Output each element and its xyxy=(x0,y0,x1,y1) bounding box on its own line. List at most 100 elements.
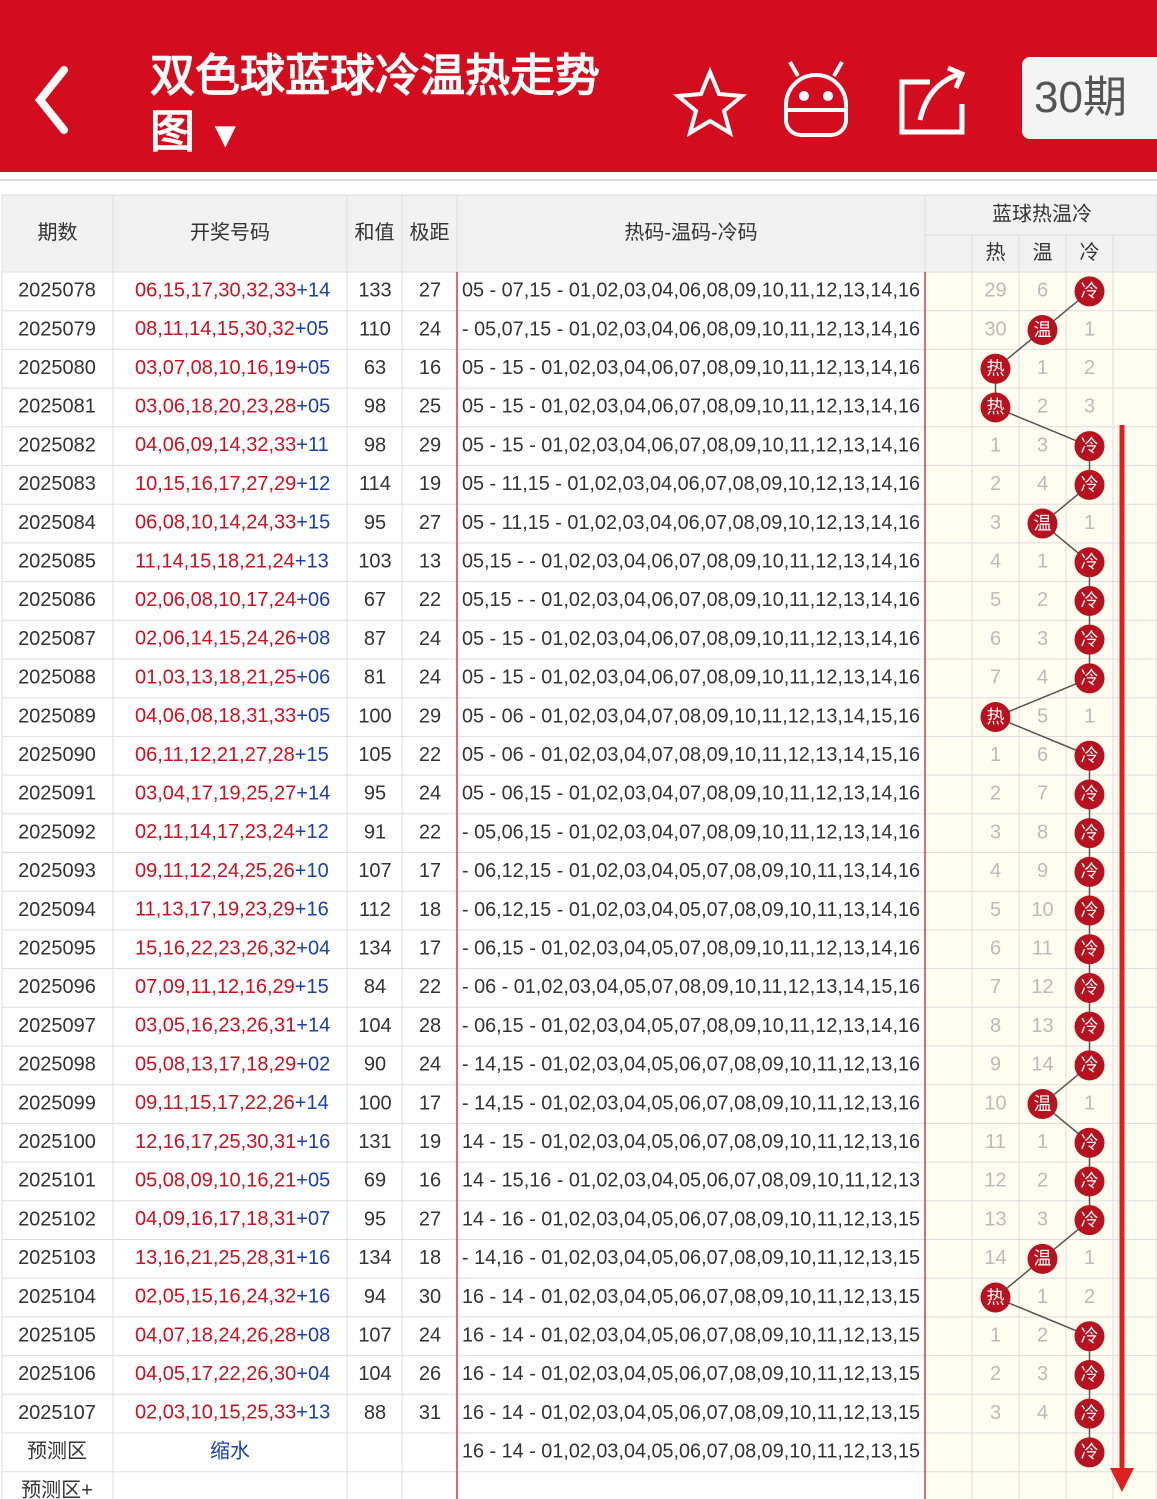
omission-count: 6 xyxy=(1037,744,1048,766)
draw-numbers: 02,03,10,15,25,33+13 xyxy=(135,1402,330,1424)
period-button[interactable]: 30期 xyxy=(1022,57,1157,139)
period: 2025085 xyxy=(18,551,96,573)
span: 30 xyxy=(419,1286,441,1308)
red-balls: 12,16,17,25,30,31 xyxy=(135,1131,296,1153)
hot-warm-cold-codes: 05 - 15 - 01,02,03,04,06,07,08,09,10,11,… xyxy=(462,434,920,456)
hot-warm-cold-codes: 16 - 14 - 01,02,03,04,05,06,07,08,09,10,… xyxy=(462,1402,920,1424)
omission-count: 3 xyxy=(990,1402,1001,1424)
red-balls: 03,07,08,10,16,19 xyxy=(135,357,296,379)
dropdown-arrow[interactable]: ▼ xyxy=(207,114,244,155)
draw-numbers: 02,06,14,15,24,26+08 xyxy=(135,628,330,650)
column-header: 热码-温码-冷码 xyxy=(624,221,757,244)
badge xyxy=(1074,431,1105,462)
sum: 100 xyxy=(358,1092,391,1114)
span: 24 xyxy=(419,318,441,340)
badge xyxy=(1074,856,1105,887)
red-balls: 03,05,16,23,26,31 xyxy=(135,1015,296,1037)
period: 2025084 xyxy=(18,512,96,534)
hot-warm-cold-codes: 05 - 15 - 01,02,03,04,06,07,08,09,10,11,… xyxy=(462,667,920,689)
blue-ball: +14 xyxy=(296,1015,330,1037)
draw-numbers: 03,04,17,19,25,27+14 xyxy=(135,783,330,805)
hot-warm-cold-codes: 05 - 06,15 - 01,02,03,04,07,08,09,10,11,… xyxy=(462,783,920,805)
hot-warm-cold-codes: 14 - 16 - 01,02,03,04,05,06,07,08,09,10,… xyxy=(462,1208,920,1230)
omission-count: 11 xyxy=(1032,938,1053,960)
trend-link xyxy=(995,406,1090,447)
forecast-action[interactable]: 缩水 xyxy=(210,1440,250,1463)
sum: 87 xyxy=(364,628,386,650)
period: 2025087 xyxy=(18,628,96,650)
draw-numbers: 02,11,14,17,23,24+12 xyxy=(135,821,329,843)
span: 16 xyxy=(419,357,441,379)
badge xyxy=(1074,1321,1105,1352)
badge-text: 冷 xyxy=(1081,862,1099,882)
sum: 88 xyxy=(364,1402,386,1424)
blue-ball: +04 xyxy=(296,1363,330,1385)
span: 19 xyxy=(419,1131,441,1153)
omission-count: 1 xyxy=(990,744,1001,766)
omission-count: 3 xyxy=(1037,628,1048,650)
sum: 114 xyxy=(359,473,391,495)
omission-count: 13 xyxy=(984,1208,1006,1230)
badge-text: 冷 xyxy=(1081,939,1099,959)
badge xyxy=(1074,1205,1105,1236)
omission-count: 2 xyxy=(990,783,1001,805)
red-balls: 07,09,11,12,16,29 xyxy=(135,976,295,998)
period: 2025094 xyxy=(18,899,96,921)
badge-text: 冷 xyxy=(1081,1171,1099,1191)
omission-count: 3 xyxy=(1037,1208,1048,1230)
blue-ball: +14 xyxy=(296,783,330,805)
badge xyxy=(1074,276,1105,307)
draw-numbers: 09,11,15,17,22,26+14 xyxy=(135,1092,329,1114)
trend-link xyxy=(995,1296,1090,1337)
span: 22 xyxy=(419,589,441,611)
badge xyxy=(1074,663,1105,694)
draw-numbers: 10,15,16,17,27,29+12 xyxy=(135,473,330,495)
hot-warm-cold-codes: 14 - 15,16 - 01,02,03,04,05,06,07,08,09,… xyxy=(462,1170,920,1192)
omission-count: 14 xyxy=(1031,1054,1053,1076)
blue-ball: +13 xyxy=(296,1402,330,1424)
omission-count: 4 xyxy=(1037,473,1048,495)
draw-numbers: 04,07,18,24,26,28+08 xyxy=(135,1325,330,1347)
sum: 105 xyxy=(358,744,391,766)
omission-count: 2 xyxy=(1084,357,1095,379)
red-balls: 01,03,13,18,21,25 xyxy=(135,667,296,689)
draw-numbers: 05,08,13,17,18,29+02 xyxy=(135,1054,330,1076)
badge xyxy=(1027,1243,1058,1274)
draw-numbers: 03,06,18,20,23,28+05 xyxy=(135,396,330,418)
blue-ball: +16 xyxy=(296,1286,330,1308)
title-text: 双色球蓝球冷温热走势图 xyxy=(150,50,601,157)
badge-text: 冷 xyxy=(1081,436,1099,456)
omission-count: 1 xyxy=(1084,1092,1095,1114)
span: 17 xyxy=(419,860,441,882)
hot-warm-cold-codes: - 06 - 01,02,03,04,05,07,08,09,10,11,12,… xyxy=(462,976,920,998)
span: 28 xyxy=(419,1015,441,1037)
header-bg xyxy=(2,195,1157,272)
sum: 98 xyxy=(364,396,386,418)
span: 27 xyxy=(419,512,441,534)
robot-icon[interactable] xyxy=(784,61,848,137)
star-icon[interactable] xyxy=(672,66,748,138)
span: 17 xyxy=(419,938,441,960)
badge-text: 热 xyxy=(987,707,1005,727)
blue-ball: +06 xyxy=(296,667,330,689)
omission-count: 2 xyxy=(1037,589,1048,611)
back-icon[interactable] xyxy=(34,66,68,134)
blue-ball: +12 xyxy=(296,473,330,495)
hot-warm-cold-codes: - 05,06,15 - 01,02,03,04,07,08,09,10,11,… xyxy=(462,821,920,843)
period: 2025095 xyxy=(18,938,96,960)
span: 13 xyxy=(419,551,441,573)
share-icon[interactable] xyxy=(899,65,966,135)
page-title: 双色球蓝球冷温热走势图 ▼ xyxy=(150,48,630,163)
badge xyxy=(1074,585,1105,616)
sum: 110 xyxy=(359,318,391,340)
omission-count: 1 xyxy=(990,434,1001,456)
blue-ball: +11 xyxy=(296,434,328,456)
sub-header: 温 xyxy=(1033,241,1053,264)
red-balls: 02,11,14,17,23,24 xyxy=(135,821,295,843)
period: 2025083 xyxy=(18,473,96,495)
sum: 63 xyxy=(364,357,386,379)
span: 31 xyxy=(419,1402,441,1424)
sum: 134 xyxy=(358,1247,391,1269)
period: 2025105 xyxy=(18,1325,96,1347)
sum: 104 xyxy=(358,1015,391,1037)
